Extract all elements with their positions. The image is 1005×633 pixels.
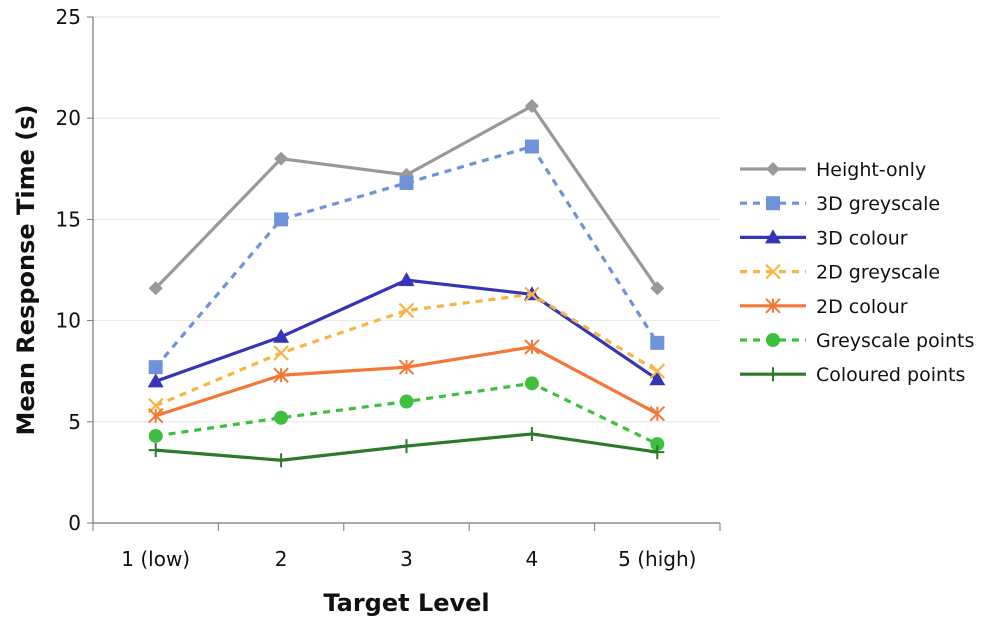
data-point-2d-colour: [147, 408, 164, 424]
data-point-greyscale-points: [650, 437, 665, 452]
series-height-only: [148, 99, 665, 296]
x-tick-labels: 1 (low) 2 3 4 5 (high): [121, 547, 696, 571]
legend-entry-greyscale-points: Greyscale points: [740, 330, 974, 352]
legend-marker: [765, 263, 781, 280]
series-group: [147, 99, 666, 468]
data-point-2d-greyscale: [649, 363, 666, 379]
y-tick-labels: 0 5 10 15 20 25: [56, 5, 81, 535]
series-line-height-only: [154, 104, 659, 290]
data-point-greyscale-points: [399, 394, 414, 409]
data-point-3d-greyscale: [399, 175, 414, 190]
data-point-3d-greyscale: [524, 139, 539, 154]
gridlines: [93, 16, 720, 423]
data-point-2d-colour: [649, 405, 666, 422]
series-greyscale-points: [148, 376, 665, 452]
x-tick-label: 1 (low): [121, 547, 190, 571]
data-point-3d-colour: [649, 371, 666, 386]
data-point-greyscale-points: [524, 376, 539, 391]
y-tick-label: 20: [56, 106, 81, 130]
data-point-coloured-points: [274, 453, 289, 468]
x-tick-label: 2: [275, 547, 288, 571]
x-axis-title: Target Level: [323, 589, 489, 617]
data-point-2d-colour: [398, 359, 415, 375]
legend-label: 3D greyscale: [816, 193, 940, 215]
data-point-2d-greyscale: [524, 286, 540, 303]
data-point-coloured-points: [524, 426, 539, 441]
x-tick-label: 5 (high): [618, 547, 696, 571]
legend-marker: [766, 333, 780, 347]
series-3d-colour: [147, 272, 666, 388]
y-tick-label: 10: [56, 309, 81, 333]
data-point-2d-greyscale: [273, 345, 289, 361]
legend-entry-2d-greyscale: 2D greyscale: [740, 262, 940, 284]
legend-entry-coloured-points: Coloured points: [740, 364, 965, 386]
data-point-height-only: [274, 151, 289, 166]
x-tick-label: 4: [526, 547, 539, 571]
y-tick-label: 0: [68, 511, 81, 535]
data-point-3d-colour: [398, 272, 415, 287]
legend: Height-only 3D greyscale 3D colour 2D greys…: [740, 159, 974, 386]
y-tick-label: 25: [56, 5, 81, 29]
series-2d-colour: [147, 339, 666, 424]
axes: [87, 16, 721, 531]
legend-entry-3d-colour: 3D colour: [740, 227, 908, 249]
data-point-height-only: [524, 99, 539, 114]
series-line-2d-greyscale: [155, 292, 659, 408]
data-point-height-only: [650, 281, 665, 296]
series-3d-greyscale: [148, 139, 665, 375]
data-point-3d-colour: [147, 373, 164, 388]
legend-entry-height-only: Height-only: [740, 159, 926, 181]
data-point-coloured-points: [399, 439, 414, 454]
data-point-3d-greyscale: [274, 212, 289, 227]
y-tick-label: 5: [68, 410, 81, 434]
x-tick-label: 3: [400, 547, 413, 571]
data-point-2d-greyscale: [398, 302, 415, 319]
y-tick-label: 15: [56, 207, 81, 231]
data-point-coloured-points: [148, 443, 163, 458]
data-point-height-only: [148, 281, 163, 296]
data-point-2d-colour: [273, 367, 289, 383]
legend-entry-2d-colour: 2D colour: [740, 296, 908, 318]
legend-label: Greyscale points: [816, 330, 974, 352]
y-axis-title: Mean Response Time (s): [12, 105, 40, 436]
legend-marker: [766, 196, 780, 211]
legend-marker: [766, 367, 780, 382]
data-point-greyscale-points: [274, 410, 289, 425]
data-point-coloured-points: [650, 445, 665, 460]
data-point-3d-greyscale: [650, 335, 665, 350]
data-point-3d-greyscale: [148, 360, 163, 375]
legend-label: 3D colour: [816, 227, 908, 249]
legend-label: 2D greyscale: [816, 262, 940, 284]
legend-marker: [765, 229, 781, 244]
data-point-greyscale-points: [148, 428, 163, 443]
legend-label: 2D colour: [816, 296, 908, 318]
legend-entry-3d-greyscale: 3D greyscale: [740, 193, 940, 215]
data-point-2d-colour: [524, 339, 540, 355]
series-2d-greyscale: [147, 286, 666, 414]
legend-marker: [766, 162, 780, 176]
legend-marker: [765, 298, 781, 314]
legend-label: Height-only: [816, 159, 926, 181]
series-coloured-points: [148, 426, 665, 468]
data-point-3d-colour: [273, 328, 290, 343]
legend-label: Coloured points: [816, 364, 965, 386]
